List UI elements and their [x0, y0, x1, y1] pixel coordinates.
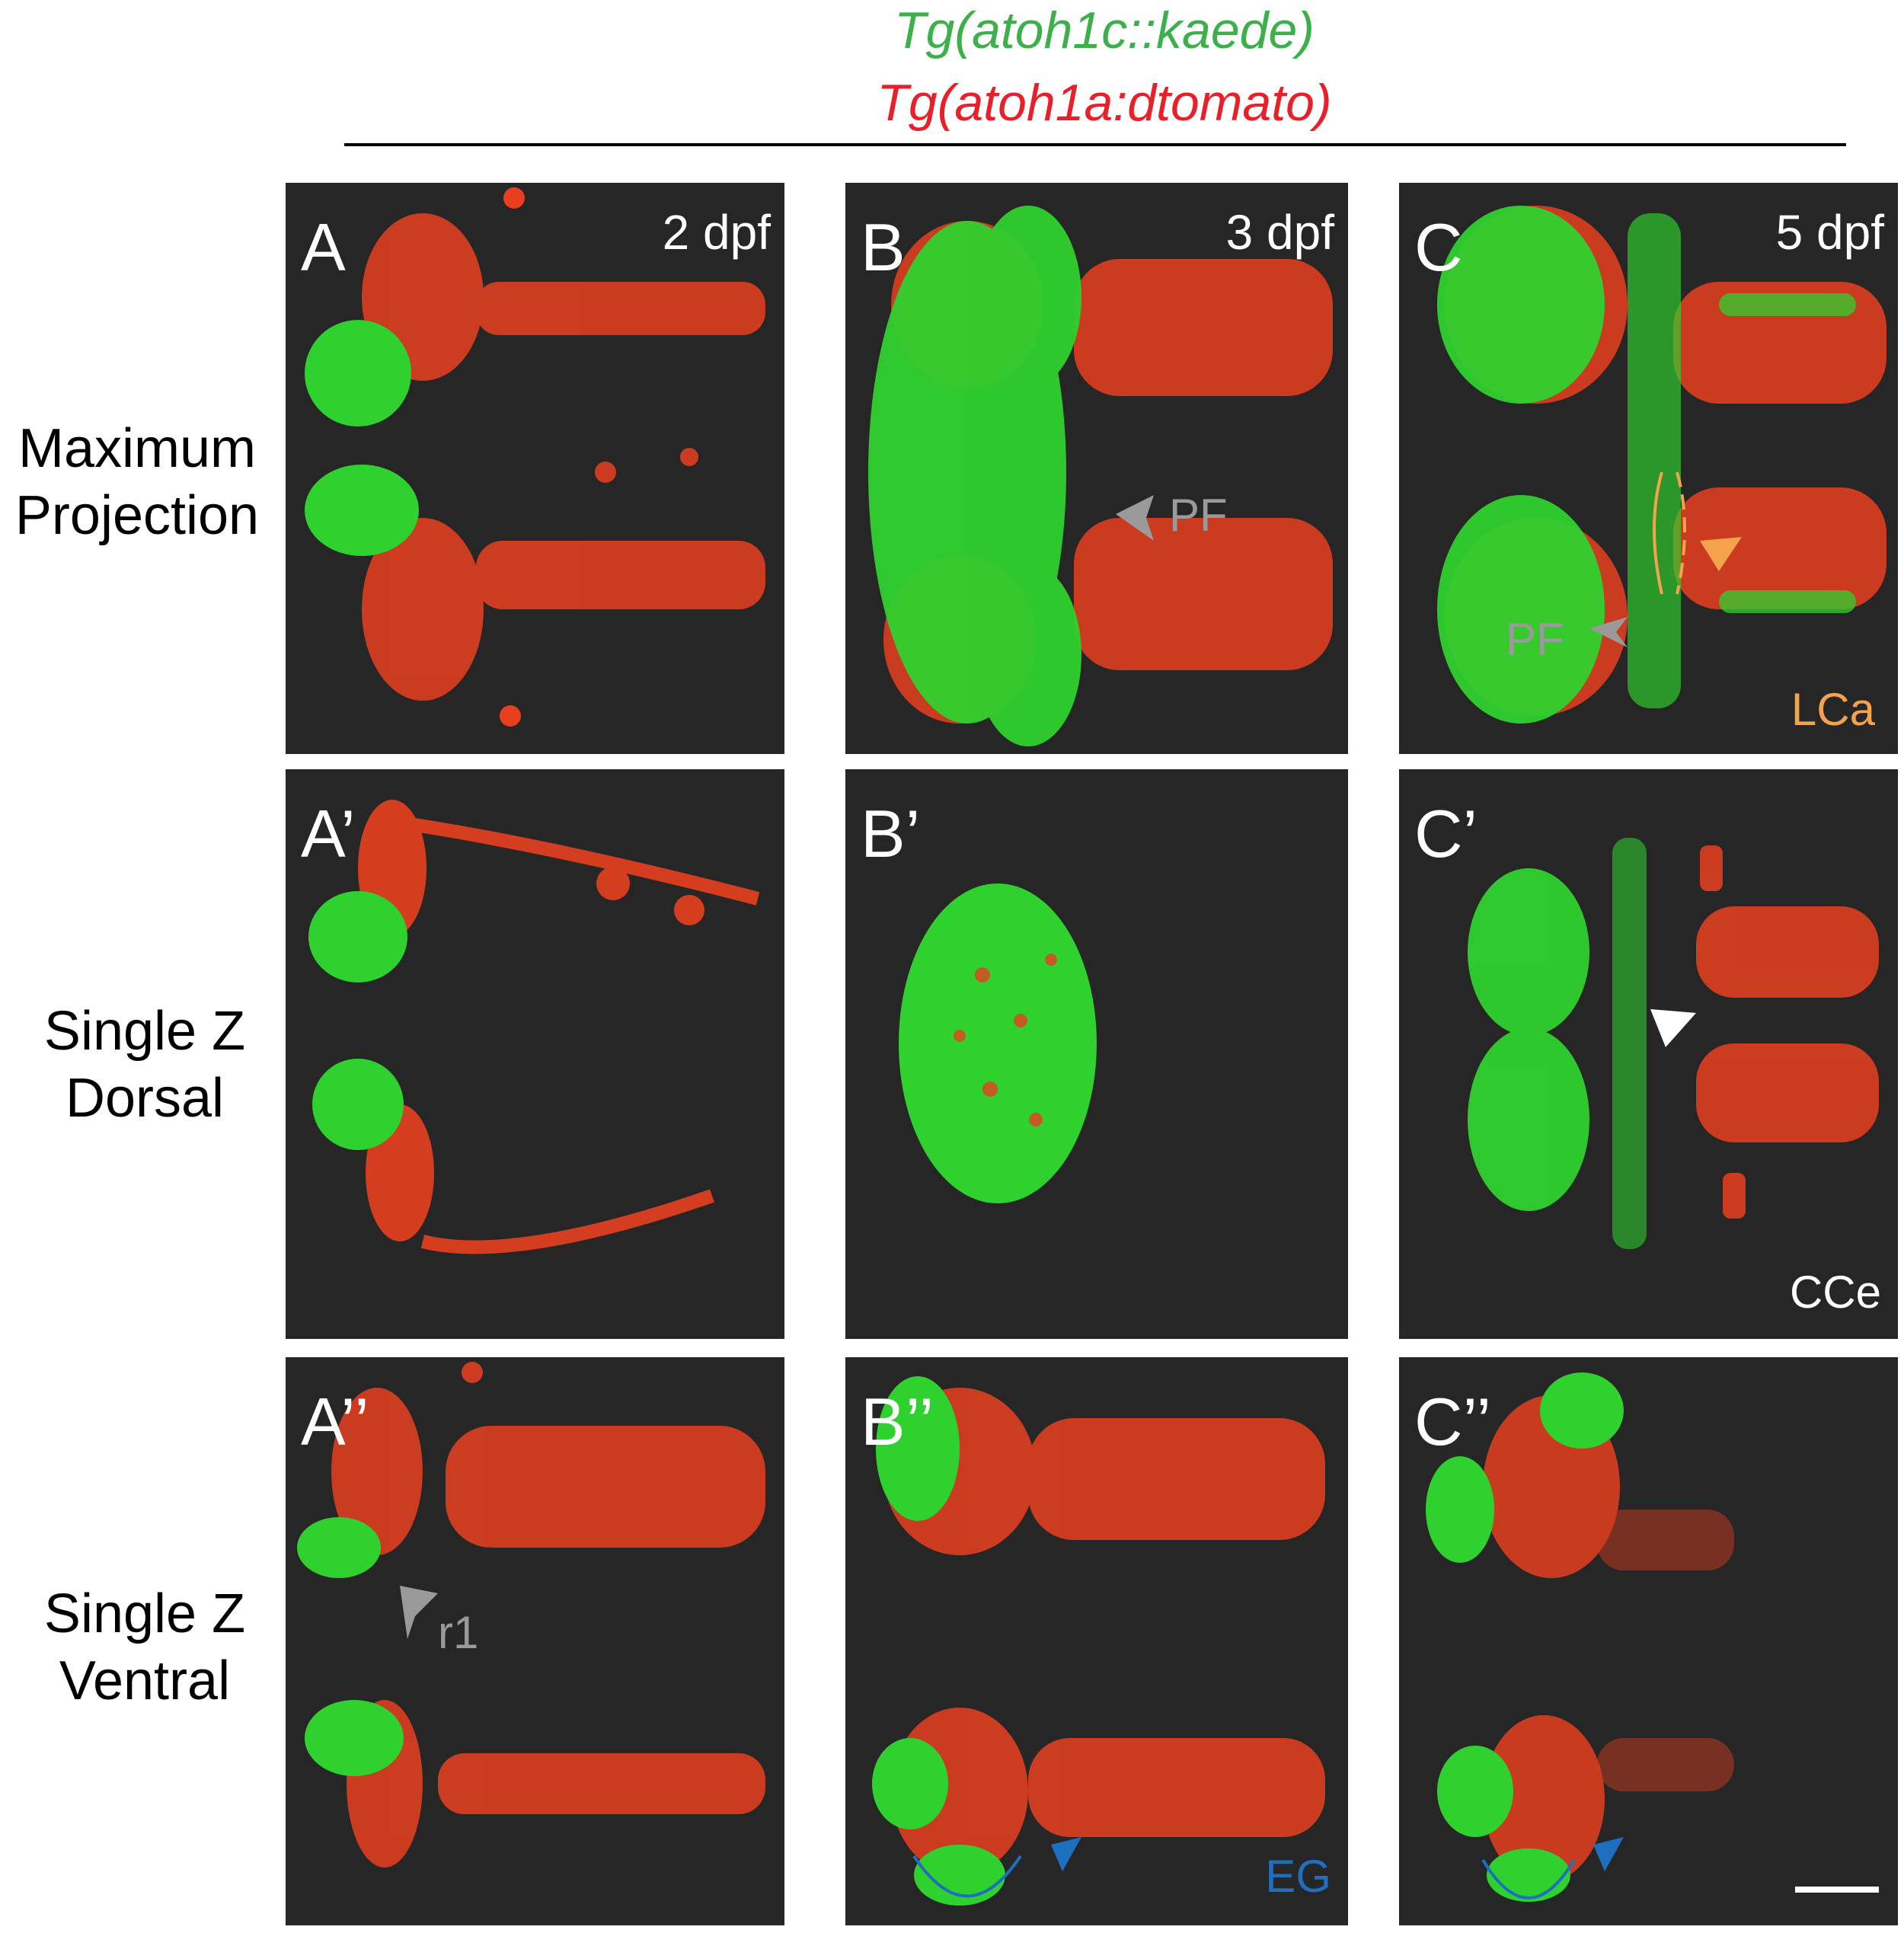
- panel-c-prime-cce-label: CCe: [1789, 1267, 1881, 1318]
- row-label-line2: Ventral: [59, 1650, 231, 1711]
- panel-b-letter: B: [861, 209, 906, 285]
- panel-c-pf-label: PF: [1506, 614, 1564, 665]
- panel-b-image: B 3 dpf PF: [845, 183, 1348, 754]
- panel-c-double-prime-micrograph: [1426, 1372, 1734, 1902]
- row-label-line1: Maximum: [18, 418, 256, 479]
- panel-a-double-prime-image: A’’ r1: [286, 1357, 784, 1925]
- row-label-maximum-projection: Maximum Projection: [0, 415, 274, 549]
- panel-b-double-prime-image: B’’ EG: [845, 1357, 1348, 1925]
- panel-b-double-prime-eg-label: EG: [1265, 1851, 1331, 1902]
- panel-c-prime-letter: C’: [1414, 796, 1478, 871]
- row-label-single-z-dorsal: Single Z Dorsal: [8, 998, 282, 1132]
- panel-a-prime-letter: A’: [301, 796, 356, 871]
- scale-bar: [1795, 1887, 1879, 1893]
- row-label-line2: Dorsal: [65, 1068, 225, 1129]
- panel-c-letter: C: [1414, 209, 1463, 285]
- panel-a-micrograph: [305, 187, 765, 727]
- panel-a-prime-micrograph: [308, 800, 760, 1254]
- panel-b-pf-label: PF: [1169, 490, 1228, 541]
- transgene-green-label: Tg(atoh1c::kaede): [894, 2, 1315, 59]
- panel-a-image: A 2 dpf: [286, 183, 784, 754]
- panel-b-double-prime-letter: B’’: [861, 1384, 934, 1459]
- panel-b-prime-letter: B’: [861, 796, 921, 871]
- row-label-line1: Single Z: [43, 1001, 246, 1062]
- panel-c-prime-micrograph: [1468, 838, 1879, 1249]
- panel-c-stage: 5 dpf: [1775, 205, 1884, 260]
- row-label-line1: Single Z: [43, 1583, 246, 1644]
- panel-a-double-prime-micrograph: [297, 1362, 765, 1868]
- panel-a-prime-image: A’: [286, 769, 784, 1339]
- panel-a-letter: A: [301, 209, 346, 285]
- panel-b-prime-image: B’: [845, 769, 1348, 1339]
- header-rule: [344, 143, 1846, 146]
- panel-a-double-prime-r1-label: r1: [438, 1607, 479, 1658]
- panel-c-micrograph: [1437, 206, 1886, 724]
- panel-c-double-prime-letter: C’’: [1414, 1384, 1492, 1459]
- panel-c-image: C 5 dpf PF LCa: [1399, 183, 1898, 754]
- row-label-single-z-ventral: Single Z Ventral: [8, 1580, 282, 1714]
- panel-b-prime-micrograph: [899, 883, 1097, 1203]
- row-label-line2: Projection: [14, 485, 260, 546]
- panel-c-lca-label: LCa: [1791, 684, 1875, 735]
- panel-c-prime-image: C’ CCe: [1399, 769, 1898, 1339]
- panel-b-micrograph: [868, 206, 1333, 746]
- panel-a-double-prime-letter: A’’: [301, 1384, 369, 1459]
- panel-a-stage: 2 dpf: [662, 205, 771, 260]
- panel-b-double-prime-micrograph: [872, 1376, 1325, 1906]
- panel-b-stage: 3 dpf: [1225, 205, 1334, 260]
- panel-c-double-prime-image: C’’: [1399, 1357, 1898, 1925]
- transgene-red-label: Tg(atoh1a:dtomato): [877, 74, 1332, 132]
